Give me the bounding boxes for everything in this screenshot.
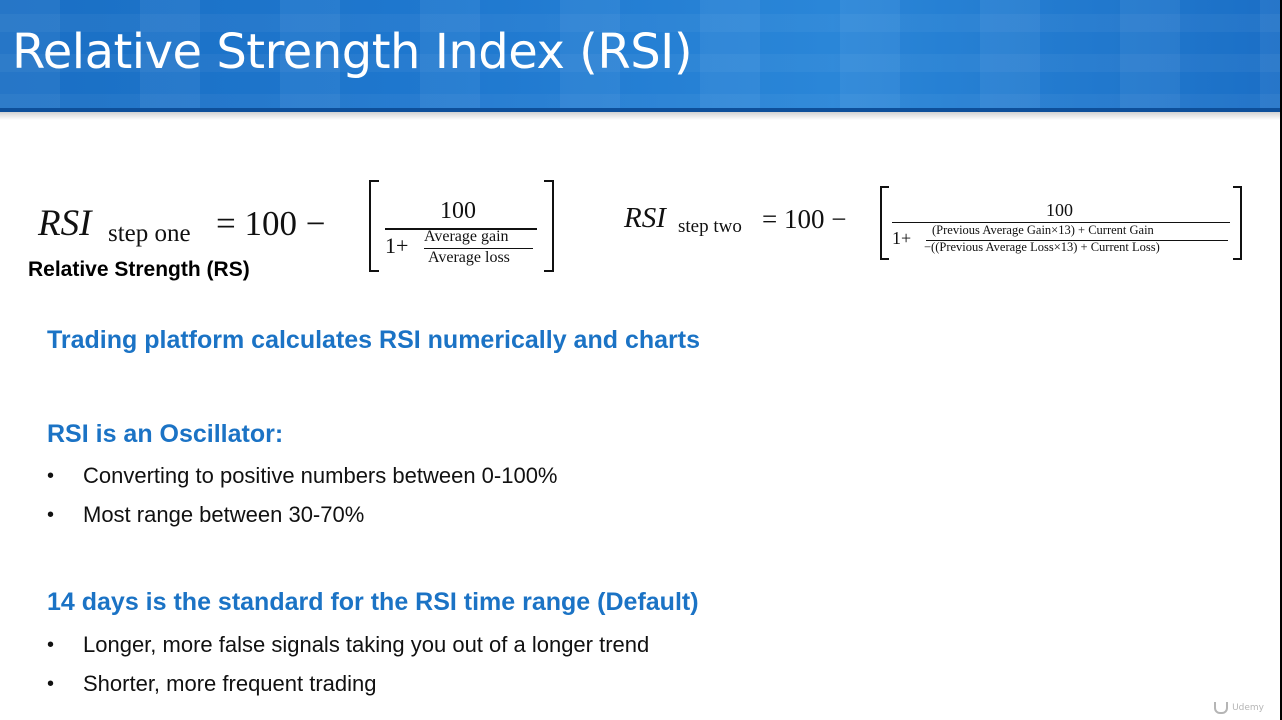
right-edge (1280, 0, 1282, 720)
formula-one-inner-denominator: Average loss (428, 249, 510, 266)
formula-one-equals: = 100 − (216, 204, 326, 243)
heading-14-days-default: 14 days is the standard for the RSI time… (47, 588, 699, 616)
formula-two-inner-denominator: −((Previous Average Loss×13) + Current L… (924, 240, 1160, 254)
watermark: Udemy (1232, 703, 1264, 713)
formula-two-inner-fraction-line (926, 240, 1228, 241)
formula-two-equals: = 100 − (762, 204, 847, 234)
relative-strength-label: Relative Strength (RS) (28, 258, 250, 281)
formula-two-inner-numerator: (Previous Average Gain×13) + Current Gai… (932, 223, 1154, 237)
list-item: Converting to positive numbers between 0… (47, 461, 558, 500)
formula-two-right-bracket (1233, 186, 1242, 260)
formula-two-numerator: 100 (1046, 200, 1073, 220)
formula-one-subscript: step one (108, 220, 191, 247)
list-item: Most range between 30-70% (47, 500, 558, 539)
heading-platform-calculates: Trading platform calculates RSI numerica… (47, 326, 700, 354)
title-shadow (0, 112, 1280, 120)
formula-one-inner-numerator: Average gain (424, 228, 509, 245)
formula-step-two: RSI step two = 100 − 100 1+ (Previous Av… (622, 184, 1247, 264)
list-item: Shorter, more frequent trading (47, 669, 649, 708)
default-bullet-list: Longer, more false signals taking you ou… (47, 630, 649, 708)
formula-one-numerator: 100 (440, 198, 476, 224)
formula-one-left-bracket (369, 180, 379, 272)
formula-two-subscript: step two (678, 216, 742, 237)
formula-two-main-fraction-line (892, 222, 1230, 223)
udemy-logo-icon (1214, 702, 1228, 714)
formula-one-right-bracket (544, 180, 554, 272)
formula-one-inner-fraction-line (424, 248, 533, 249)
formula-one-one-plus: 1+ (385, 233, 409, 258)
formula-two-lhs: RSI (624, 202, 666, 234)
formula-step-one: RSI step one = 100 − 100 1+ Average gain… (36, 176, 566, 276)
list-item: Longer, more false signals taking you ou… (47, 630, 649, 669)
formula-one-lhs: RSI (38, 203, 92, 244)
title-bar: Relative Strength Index (RSI) (0, 0, 1280, 112)
heading-rsi-oscillator: RSI is an Oscillator: (47, 420, 284, 448)
formula-two-one-plus: 1+ (892, 228, 912, 248)
formula-two-left-bracket (880, 186, 889, 260)
oscillator-bullet-list: Converting to positive numbers between 0… (47, 461, 558, 539)
slide-title: Relative Strength Index (RSI) (12, 24, 693, 80)
formula-one-main-fraction-line (385, 228, 537, 230)
